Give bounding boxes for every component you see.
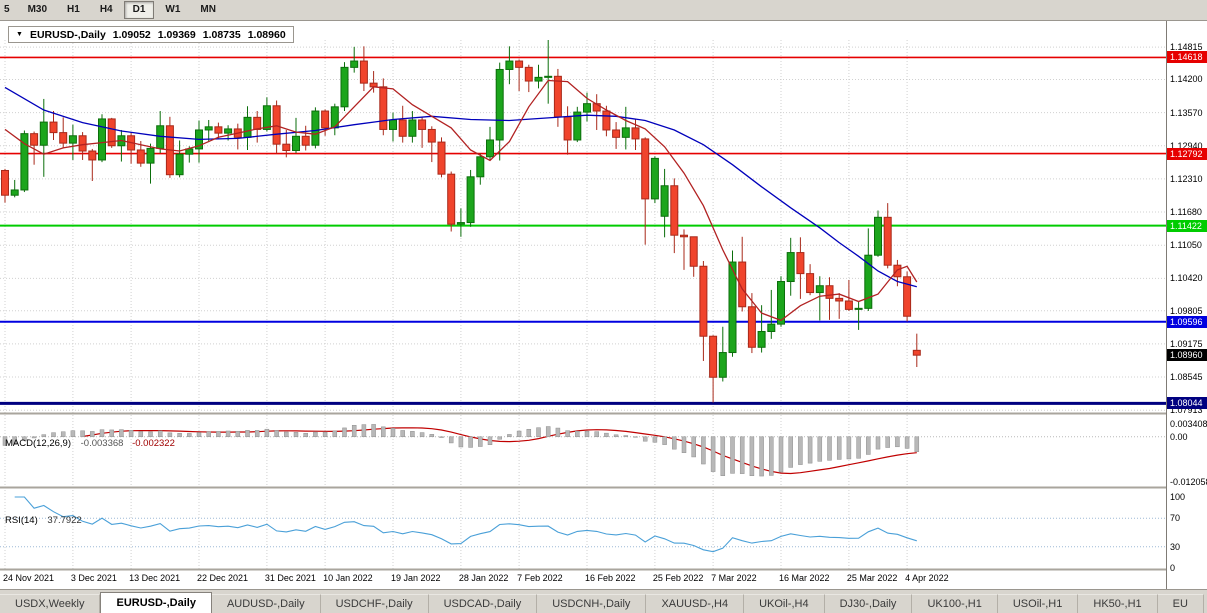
tab-audusd-daily[interactable]: AUDUSD-,Daily	[211, 594, 321, 613]
timeframe-d1[interactable]: D1	[123, 1, 155, 19]
panel-dividers[interactable]	[0, 412, 1166, 571]
macd-signal-value: -0.002322	[132, 438, 175, 449]
current-price-badge: 1.08960	[1167, 349, 1207, 362]
price-axis-label: 1.09175	[1170, 338, 1203, 349]
tab-usdchf-daily[interactable]: USDCHF-,Daily	[320, 594, 429, 613]
moving-averages	[4, 79, 918, 322]
price-badge-support-navy: 1.08044	[1167, 397, 1207, 410]
svg-text:7 Mar 2022: 7 Mar 2022	[711, 573, 757, 583]
macd-histogram	[2, 424, 920, 477]
macd-indicator-label: MACD(12,26,9) -0.003368 -0.002322	[5, 438, 175, 449]
tab-xauusd-h4[interactable]: XAUUSD-,H4	[646, 594, 745, 613]
svg-text:22 Dec 2021: 22 Dec 2021	[197, 573, 248, 583]
macd-panel	[0, 427, 1166, 475]
tab-dj30-daily[interactable]: DJ30-,Daily	[824, 594, 913, 613]
price-axis-label: 1.09805	[1170, 305, 1203, 316]
tab-ukoil-h4[interactable]: UKOil-,H4	[744, 594, 825, 613]
tab-eu[interactable]: EU	[1157, 594, 1204, 613]
svg-text:10 Jan 2022: 10 Jan 2022	[323, 573, 373, 583]
timeframe-m30[interactable]: M30	[27, 4, 48, 15]
price-axis-label: 1.12940	[1170, 140, 1203, 151]
svg-text:25 Mar 2022: 25 Mar 2022	[847, 573, 898, 583]
tab-usoil-h1[interactable]: USOil-,H1	[997, 594, 1079, 613]
macd-axis-label: 0.00	[1170, 431, 1188, 442]
triangle-down-icon: ▼	[16, 31, 23, 38]
svg-text:19 Jan 2022: 19 Jan 2022	[391, 573, 441, 583]
ohlc-close: 1.08960	[247, 28, 286, 41]
price-axis-label: 1.14815	[1170, 42, 1203, 53]
svg-text:4 Apr 2022: 4 Apr 2022	[905, 573, 949, 583]
svg-text:25 Feb 2022: 25 Feb 2022	[653, 573, 704, 583]
tab-eurusd-daily[interactable]: EURUSD-,Daily	[100, 592, 212, 613]
price-scale[interactable]: 1.14815 1.14200 1.13570 1.12940 1.12310 1.116…	[1166, 21, 1207, 589]
macd-axis-label: 0.003408	[1170, 419, 1207, 429]
ohlc-low: 1.08735	[202, 28, 241, 41]
price-axis-label: 1.11050	[1170, 240, 1202, 251]
price-badge-support-blue: 1.09596	[1167, 315, 1207, 328]
chart-symbol-label: EURUSD-,Daily	[29, 28, 106, 41]
tab-usdx-weekly[interactable]: USDX,Weekly	[0, 594, 101, 613]
svg-text:13 Dec 2021: 13 Dec 2021	[129, 573, 180, 583]
price-axis-label: 1.11680	[1170, 207, 1202, 218]
price-axis-label: 1.13570	[1170, 107, 1203, 118]
svg-text:28 Jan 2022: 28 Jan 2022	[459, 573, 509, 583]
ma-slow	[4, 86, 917, 288]
chart-window: 24 Nov 2021 3 Dec 2021 13 Dec 2021 22 Dec 2…	[0, 21, 1166, 589]
chart-tab-bar: USDX,Weekly EURUSD-,Daily AUDUSD-,Daily USD…	[0, 589, 1207, 613]
rsi-line	[14, 496, 917, 553]
rsi-name: RSI(14)	[5, 515, 38, 526]
price-axis-label: 1.12310	[1170, 173, 1203, 184]
svg-text:24 Nov 2021: 24 Nov 2021	[3, 573, 54, 583]
macd-name: MACD(12,26,9)	[5, 438, 71, 449]
ma-fast	[4, 79, 918, 322]
svg-text:3 Dec 2021: 3 Dec 2021	[71, 573, 117, 583]
macd-axis-label: -0.012058	[1170, 477, 1207, 487]
timeframe-mn[interactable]: MN	[200, 4, 216, 15]
rsi-value: 37.7922	[47, 515, 82, 526]
support-resistance-lines	[0, 56, 1166, 405]
price-badge-support-green: 1.11422	[1167, 219, 1207, 232]
svg-text:16 Mar 2022: 16 Mar 2022	[779, 573, 830, 583]
timeframe-toolbar: 5 M30 H1 H4 D1 W1 MN	[0, 0, 1207, 21]
tab-usdcad-daily[interactable]: USDCAD-,Daily	[428, 594, 538, 613]
macd-signal-line	[82, 427, 917, 475]
rsi-panel	[0, 496, 1166, 553]
timeframe-h1[interactable]: H1	[67, 4, 80, 15]
timeframe-5[interactable]: 5	[4, 4, 10, 15]
timeframe-w1[interactable]: W1	[165, 4, 181, 15]
rsi-indicator-label: RSI(14) 37.7922	[5, 515, 82, 526]
chart-canvas[interactable]: 24 Nov 2021 3 Dec 2021 13 Dec 2021 22 Dec 2…	[0, 21, 1166, 589]
price-badge-resistance-1: 1.14618	[1167, 51, 1207, 64]
price-badge-resistance-2: 1.12792	[1167, 147, 1207, 160]
price-axis-label: 1.10420	[1170, 273, 1203, 284]
x-axis-date-labels: 24 Nov 2021 3 Dec 2021 13 Dec 2021 22 Dec 2…	[3, 573, 949, 583]
chart-title: ▼ EURUSD-,Daily 1.09052 1.09369 1.08735 …	[8, 26, 294, 43]
tab-uk100-h1[interactable]: UK100-,H1	[912, 594, 998, 613]
rsi-axis-label: 0	[1170, 563, 1176, 573]
rsi-axis-label: 30	[1170, 541, 1181, 552]
ohlc-open: 1.09052	[112, 28, 151, 41]
timeframe-h4[interactable]: H4	[99, 4, 113, 15]
candles-layer	[1, 40, 921, 403]
price-axis-label: 1.08545	[1170, 372, 1203, 382]
tab-hk50-h1[interactable]: HK50-,H1	[1078, 594, 1158, 613]
price-axis-label: 1.14200	[1170, 74, 1203, 85]
tab-usdcnh-daily[interactable]: USDCNH-,Daily	[537, 594, 647, 613]
rsi-axis-label: 100	[1170, 492, 1186, 502]
macd-main-value: -0.003368	[80, 438, 124, 449]
svg-text:31 Dec 2021: 31 Dec 2021	[265, 573, 316, 583]
ohlc-high: 1.09369	[157, 28, 196, 41]
rsi-axis-label: 70	[1170, 513, 1181, 524]
svg-text:16 Feb 2022: 16 Feb 2022	[585, 573, 636, 583]
svg-text:7 Feb 2022: 7 Feb 2022	[517, 573, 563, 583]
price-axis-label: 1.07913	[1170, 405, 1203, 416]
